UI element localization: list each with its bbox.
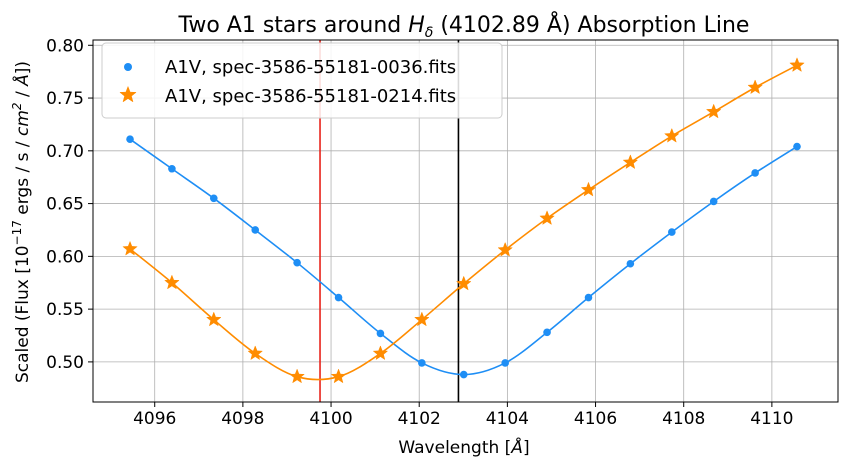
data-point [414,311,430,327]
data-point [168,164,176,173]
data-point [668,228,676,236]
y-tick-label: 0.50 [46,353,84,373]
title-symbol: H [408,13,425,38]
x-axis-label-text: Wavelength [ [398,438,511,458]
x-axis-label-close: ] [523,438,530,458]
data-point [247,345,264,361]
y-tick-label: 0.55 [46,300,84,320]
y-tick-label: 0.75 [46,89,84,109]
legend-marker-star [119,85,137,103]
data-point [418,359,426,367]
data-point [584,293,593,302]
x-tick-label: 4098 [221,409,264,429]
ylabel-c: cm [13,110,33,136]
ylabel-exp1: −17 [10,220,24,245]
data-point [126,135,134,144]
y-tick-label: 0.70 [46,142,84,162]
data-point [709,197,718,206]
series-0036 [126,135,801,379]
x-axis-label-unit: Å [510,436,523,458]
data-point [580,181,597,197]
data-point [664,127,680,143]
x-tick-label: 4110 [750,409,793,429]
ylabel-exp2: 2 [10,102,24,110]
legend-label-0036: A1V, spec-3586-55181-0036.fits [165,57,456,78]
x-tick-label: 4106 [574,409,617,429]
ylabel-e: Å [11,74,33,87]
plot-frame [92,39,839,403]
data-point [789,57,805,72]
legend-marker-circle [124,63,132,71]
y-tick-label: 0.80 [46,36,84,56]
data-point [543,328,551,337]
data-point [334,293,343,302]
data-point [539,210,555,225]
legend: A1V, spec-3586-55181-0036.fits A1V, spec… [101,42,503,119]
y-tick-label: 0.60 [46,247,84,267]
title-suffix: (4102.89 Å) Absorption Line [433,11,749,38]
axis-ticks: 4096 4098 4100 4102 4104 4106 4108 4110 0.50 0.55… [46,36,793,429]
data-point [497,241,513,257]
y-axis-label: Scaled (Flux [10−17 ergs / s / cm2 / Å]) [10,61,33,383]
data-point [793,142,801,151]
x-tick-label: 4108 [662,409,705,429]
ylabel-f: ]) [13,61,33,74]
legend-box [101,42,503,119]
data-point [376,329,385,338]
title-prefix: Two A1 stars around [178,13,409,38]
data-point [164,274,180,290]
data-series [122,57,805,384]
x-tick-label: 4096 [133,409,176,429]
data-point [293,258,301,267]
data-point [705,103,722,119]
data-point [205,311,222,327]
data-point [501,359,509,367]
data-point [751,169,759,177]
data-point [455,275,472,291]
x-tick-label: 4104 [486,409,529,429]
data-point [330,368,347,384]
x-axis-label: Wavelength [Å] [398,436,529,458]
data-point [372,345,389,361]
y-tick-label: 0.65 [46,195,84,215]
data-point [122,240,138,256]
chart-title: Two A1 stars around Hδ (4102.89 Å) Absor… [178,11,750,41]
data-point [209,194,218,203]
data-point [622,154,639,170]
x-tick-label: 4100 [309,409,352,429]
x-tick-label: 4102 [398,409,441,429]
legend-label-0214: A1V, spec-3586-55181-0214.fits [165,86,456,107]
title-subscript: δ [425,25,434,41]
data-point [289,368,305,384]
ylabel-b: ergs / s / [13,136,33,220]
ylabel-a: Scaled (Flux [10 [13,245,33,383]
series-0214 [122,57,805,384]
data-point [459,370,468,379]
ylabel-d: / [13,86,33,103]
series-line [129,138,798,376]
data-point [626,259,635,268]
data-point [251,226,260,234]
data-point [747,79,763,95]
